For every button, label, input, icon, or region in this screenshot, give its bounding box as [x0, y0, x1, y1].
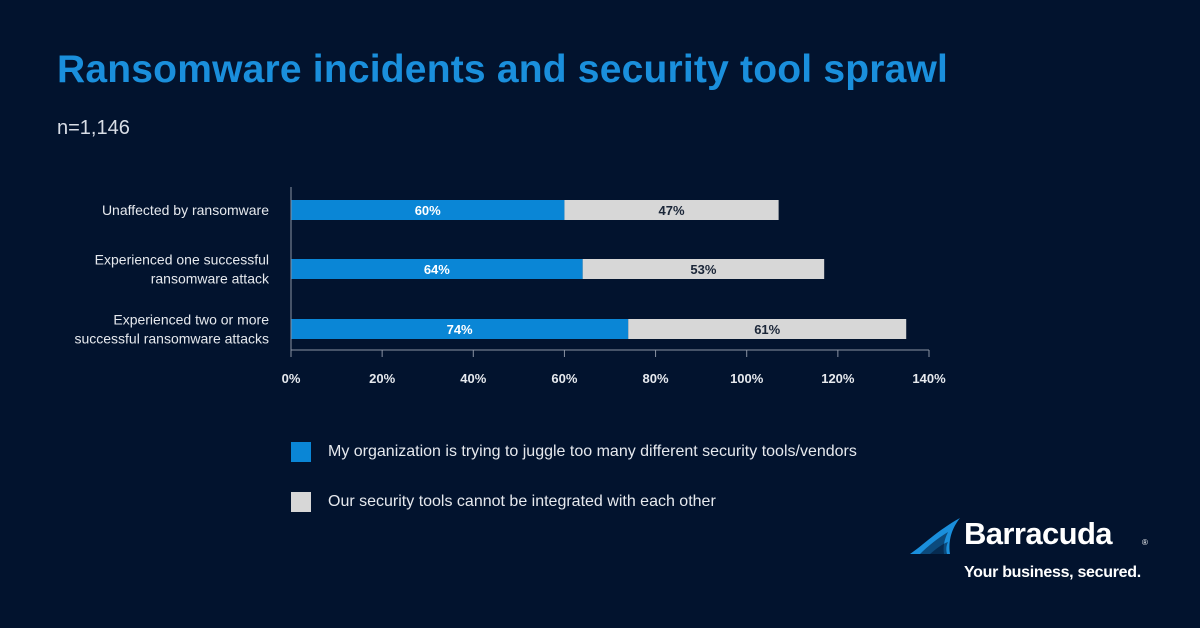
category-label: Experienced two or more [113, 312, 269, 328]
logo-tagline: Your business, secured. [964, 564, 1141, 581]
barracuda-logo: Barracuda ® Your business, secured. [908, 516, 1158, 588]
legend-swatch-gray [291, 492, 311, 512]
x-tick-label: 120% [821, 371, 855, 386]
category-label: Experienced one successful [95, 252, 269, 268]
bar-value-label: 74% [447, 322, 473, 337]
category-label: Unaffected by ransomware [102, 202, 269, 218]
registered-mark: ® [1142, 538, 1148, 547]
legend-item-too-many-tools: My organization is trying to juggle too … [291, 442, 857, 462]
sample-size-note: n=1,146 [57, 117, 130, 139]
logo-wordmark: Barracuda [964, 516, 1113, 551]
bar-too-many-tools [291, 319, 629, 339]
shark-fin-icon [910, 518, 960, 554]
bar-cannot-integrate [564, 200, 779, 220]
chart-title: Ransomware incidents and security tool s… [57, 48, 949, 91]
x-tick-label: 80% [643, 371, 669, 386]
x-tick-label: 0% [282, 371, 301, 386]
bar-value-label: 60% [415, 203, 441, 218]
legend-swatch-blue [291, 442, 311, 462]
category-label: ransomware attack [151, 271, 270, 287]
bar-too-many-tools [291, 200, 565, 220]
bar-value-label: 53% [690, 262, 716, 277]
bar-too-many-tools [291, 259, 583, 279]
legend-label: My organization is trying to juggle too … [328, 443, 857, 460]
category-label: successful ransomware attacks [74, 331, 269, 347]
x-tick-label: 60% [551, 371, 577, 386]
x-tick-label: 100% [730, 371, 764, 386]
bar-cannot-integrate [582, 259, 825, 279]
bar-value-label: 61% [754, 322, 780, 337]
bar-value-label: 47% [659, 203, 685, 218]
x-tick-label: 20% [369, 371, 395, 386]
bar-cannot-integrate [628, 319, 907, 339]
legend-item-cannot-integrate: Our security tools cannot be integrated … [291, 492, 716, 512]
legend-label: Our security tools cannot be integrated … [328, 493, 716, 510]
bar-value-label: 64% [424, 262, 450, 277]
x-tick-label: 140% [912, 371, 946, 386]
x-tick-label: 40% [460, 371, 486, 386]
